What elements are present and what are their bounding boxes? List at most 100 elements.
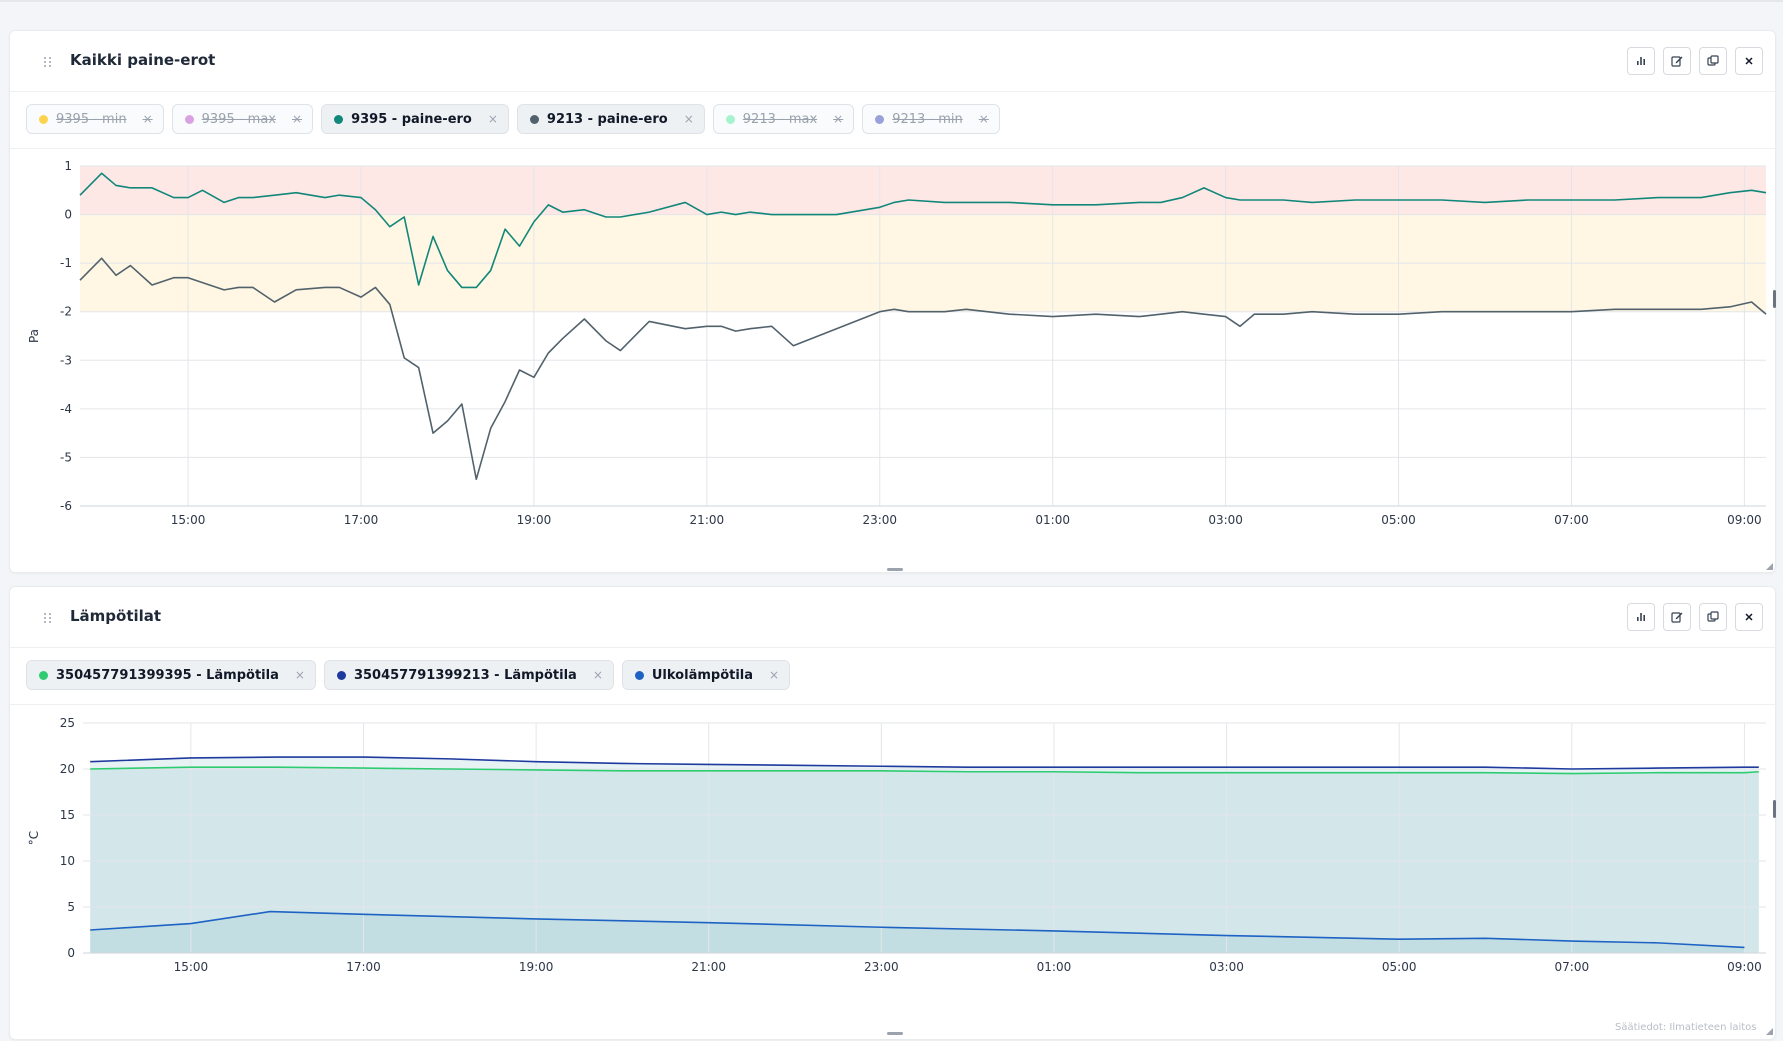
x-tick-label: 23:00 bbox=[864, 960, 899, 974]
series-area bbox=[90, 757, 1759, 953]
resize-handle-icon[interactable] bbox=[887, 568, 903, 571]
edit-icon bbox=[1671, 56, 1683, 67]
series-line[interactable] bbox=[90, 756, 1759, 770]
scrollbar-thumb[interactable] bbox=[1773, 800, 1776, 818]
legend-chip[interactable]: 350457791399395 - Lämpötila × bbox=[26, 660, 316, 690]
edit-button[interactable] bbox=[1663, 47, 1691, 75]
series-color-dot bbox=[39, 670, 48, 680]
top-border bbox=[0, 0, 1783, 2]
y-tick-label: 1 bbox=[64, 159, 72, 173]
chart-type-button[interactable] bbox=[1627, 603, 1655, 631]
chip-close-icon[interactable]: × bbox=[769, 668, 780, 682]
series-color-dot bbox=[336, 670, 346, 680]
close-button[interactable] bbox=[1735, 47, 1763, 75]
temperature-panel: Lämpötilat 350457791399395 - Lämpötila × 3… bbox=[9, 586, 1776, 1040]
x-tick-label: 21:00 bbox=[691, 960, 726, 974]
x-tick-label: 09:00 bbox=[1727, 960, 1762, 974]
y-tick-label: 5 bbox=[67, 900, 75, 914]
series-area bbox=[90, 911, 1745, 953]
legend-row: 350457791399395 - Lämpötila × 350457791399… bbox=[10, 648, 1775, 705]
drag-handle-icon[interactable] bbox=[44, 57, 52, 67]
data-source-note: Säätiedot: Ilmatieteen laitos bbox=[1615, 1022, 1757, 1033]
scrollbar-thumb[interactable] bbox=[1773, 290, 1776, 308]
legend-chips: 9395 - min × 9395 - max × 9395 - paine-ero × 9… bbox=[26, 104, 1000, 134]
close-button[interactable] bbox=[1735, 603, 1763, 631]
bar-chart-icon bbox=[1637, 613, 1645, 621]
legend-chip[interactable]: Ulkolämpötila × bbox=[621, 660, 791, 690]
x-tick-label: 03:00 bbox=[1208, 513, 1243, 527]
resize-corner-icon[interactable] bbox=[1766, 563, 1773, 570]
panel-toolbar bbox=[1627, 47, 1763, 75]
x-tick-label: 09:00 bbox=[1727, 513, 1762, 527]
chip-close-icon[interactable]: × bbox=[592, 668, 603, 682]
drag-handle-icon[interactable] bbox=[44, 613, 52, 623]
series-color-dot bbox=[529, 114, 539, 124]
duplicate-button[interactable] bbox=[1699, 603, 1727, 631]
edit-button[interactable] bbox=[1663, 603, 1691, 631]
duplicate-button[interactable] bbox=[1699, 47, 1727, 75]
panel-title: Lämpötilat bbox=[70, 607, 162, 625]
x-tick-label: 17:00 bbox=[346, 960, 381, 974]
close-icon bbox=[1745, 613, 1753, 621]
chip-close-icon[interactable]: × bbox=[487, 112, 498, 126]
series-color-dot bbox=[334, 114, 344, 124]
chip-close-icon[interactable]: × bbox=[978, 112, 989, 126]
x-tick-label: 07:00 bbox=[1555, 960, 1590, 974]
y-tick-label: 0 bbox=[67, 946, 75, 960]
chip-close-icon[interactable]: × bbox=[683, 112, 694, 126]
temperature-chart: 25 20 15 10 5 0 15:00 17:00 19:00 21:00 23:00 01:00… bbox=[27, 716, 1766, 974]
x-tick-label: 15:00 bbox=[174, 960, 209, 974]
edit-icon bbox=[1671, 612, 1683, 623]
legend-chip-label: 9395 - max bbox=[201, 111, 276, 127]
legend-chip[interactable]: 9395 - min × bbox=[26, 104, 164, 134]
series-color-dot bbox=[634, 670, 644, 680]
y-tick-label: -6 bbox=[60, 499, 72, 513]
x-tick-label: 15:00 bbox=[171, 513, 206, 527]
x-tick-label: 01:00 bbox=[1037, 960, 1072, 974]
chip-close-icon[interactable]: × bbox=[833, 112, 844, 126]
legend-chip[interactable]: 9213 - max × bbox=[712, 104, 855, 134]
series-color-dot bbox=[184, 114, 194, 124]
x-tick-label: 01:00 bbox=[1035, 513, 1070, 527]
series-line[interactable] bbox=[79, 257, 1767, 481]
legend-chip-label: 9395 - min bbox=[56, 111, 127, 127]
copy-icon bbox=[1707, 55, 1719, 66]
chip-close-icon[interactable]: × bbox=[294, 668, 305, 682]
legend-chip[interactable]: 9213 - paine-ero × bbox=[516, 104, 705, 134]
legend-chip-label: 350457791399395 - Lämpötila bbox=[56, 667, 279, 683]
chart-type-button[interactable] bbox=[1627, 47, 1655, 75]
x-tick-label: 23:00 bbox=[862, 513, 897, 527]
x-tick-label: 05:00 bbox=[1382, 960, 1417, 974]
panel-header: Lämpötilat bbox=[10, 587, 1775, 648]
y-tick-label: 10 bbox=[60, 854, 75, 868]
series-color-dot bbox=[875, 114, 885, 124]
x-tick-label: 19:00 bbox=[519, 960, 554, 974]
legend-chip[interactable]: 9213 - min × bbox=[862, 104, 1000, 134]
series-color-dot bbox=[725, 114, 735, 124]
x-tick-label: 19:00 bbox=[517, 513, 552, 527]
series-line[interactable] bbox=[79, 172, 1767, 289]
y-tick-label: -2 bbox=[60, 305, 72, 319]
x-tick-label: 07:00 bbox=[1554, 513, 1589, 527]
bar-chart-icon bbox=[1637, 57, 1645, 65]
y-tick-label: -4 bbox=[60, 402, 72, 416]
resize-handle-icon[interactable] bbox=[887, 1032, 903, 1035]
legend-chip[interactable]: 9395 - max × bbox=[171, 104, 314, 134]
resize-corner-icon[interactable] bbox=[1766, 1028, 1773, 1035]
panel-header: Kaikki paine-erot bbox=[10, 31, 1775, 92]
series-line[interactable] bbox=[90, 766, 1759, 775]
y-tick-label: 20 bbox=[60, 762, 75, 776]
chip-close-icon[interactable]: × bbox=[292, 112, 303, 126]
chip-close-icon[interactable]: × bbox=[142, 112, 153, 126]
y-tick-label: 0 bbox=[64, 208, 72, 222]
legend-chip[interactable]: 350457791399213 - Lämpötila × bbox=[323, 660, 614, 690]
pressure-chart: 1 0 -1 -2 -3 -4 -5 -6 15:00 17:00 19:00 21:00 23:00 0… bbox=[27, 159, 1767, 527]
legend-chip[interactable]: 9395 - paine-ero × bbox=[321, 104, 509, 134]
legend-chip-label: 350457791399213 - Lämpötila bbox=[353, 667, 577, 683]
legend-chips: 350457791399395 - Lämpötila × 350457791399… bbox=[26, 660, 791, 690]
x-tick-label: 03:00 bbox=[1209, 960, 1244, 974]
legend-chip-label: 9213 - max bbox=[742, 111, 818, 127]
y-tick-label: -1 bbox=[60, 256, 72, 270]
pressure-panel: Kaikki paine-erot 9395 - min × 9395 - max ×… bbox=[9, 30, 1776, 573]
series-line[interactable] bbox=[90, 910, 1745, 949]
